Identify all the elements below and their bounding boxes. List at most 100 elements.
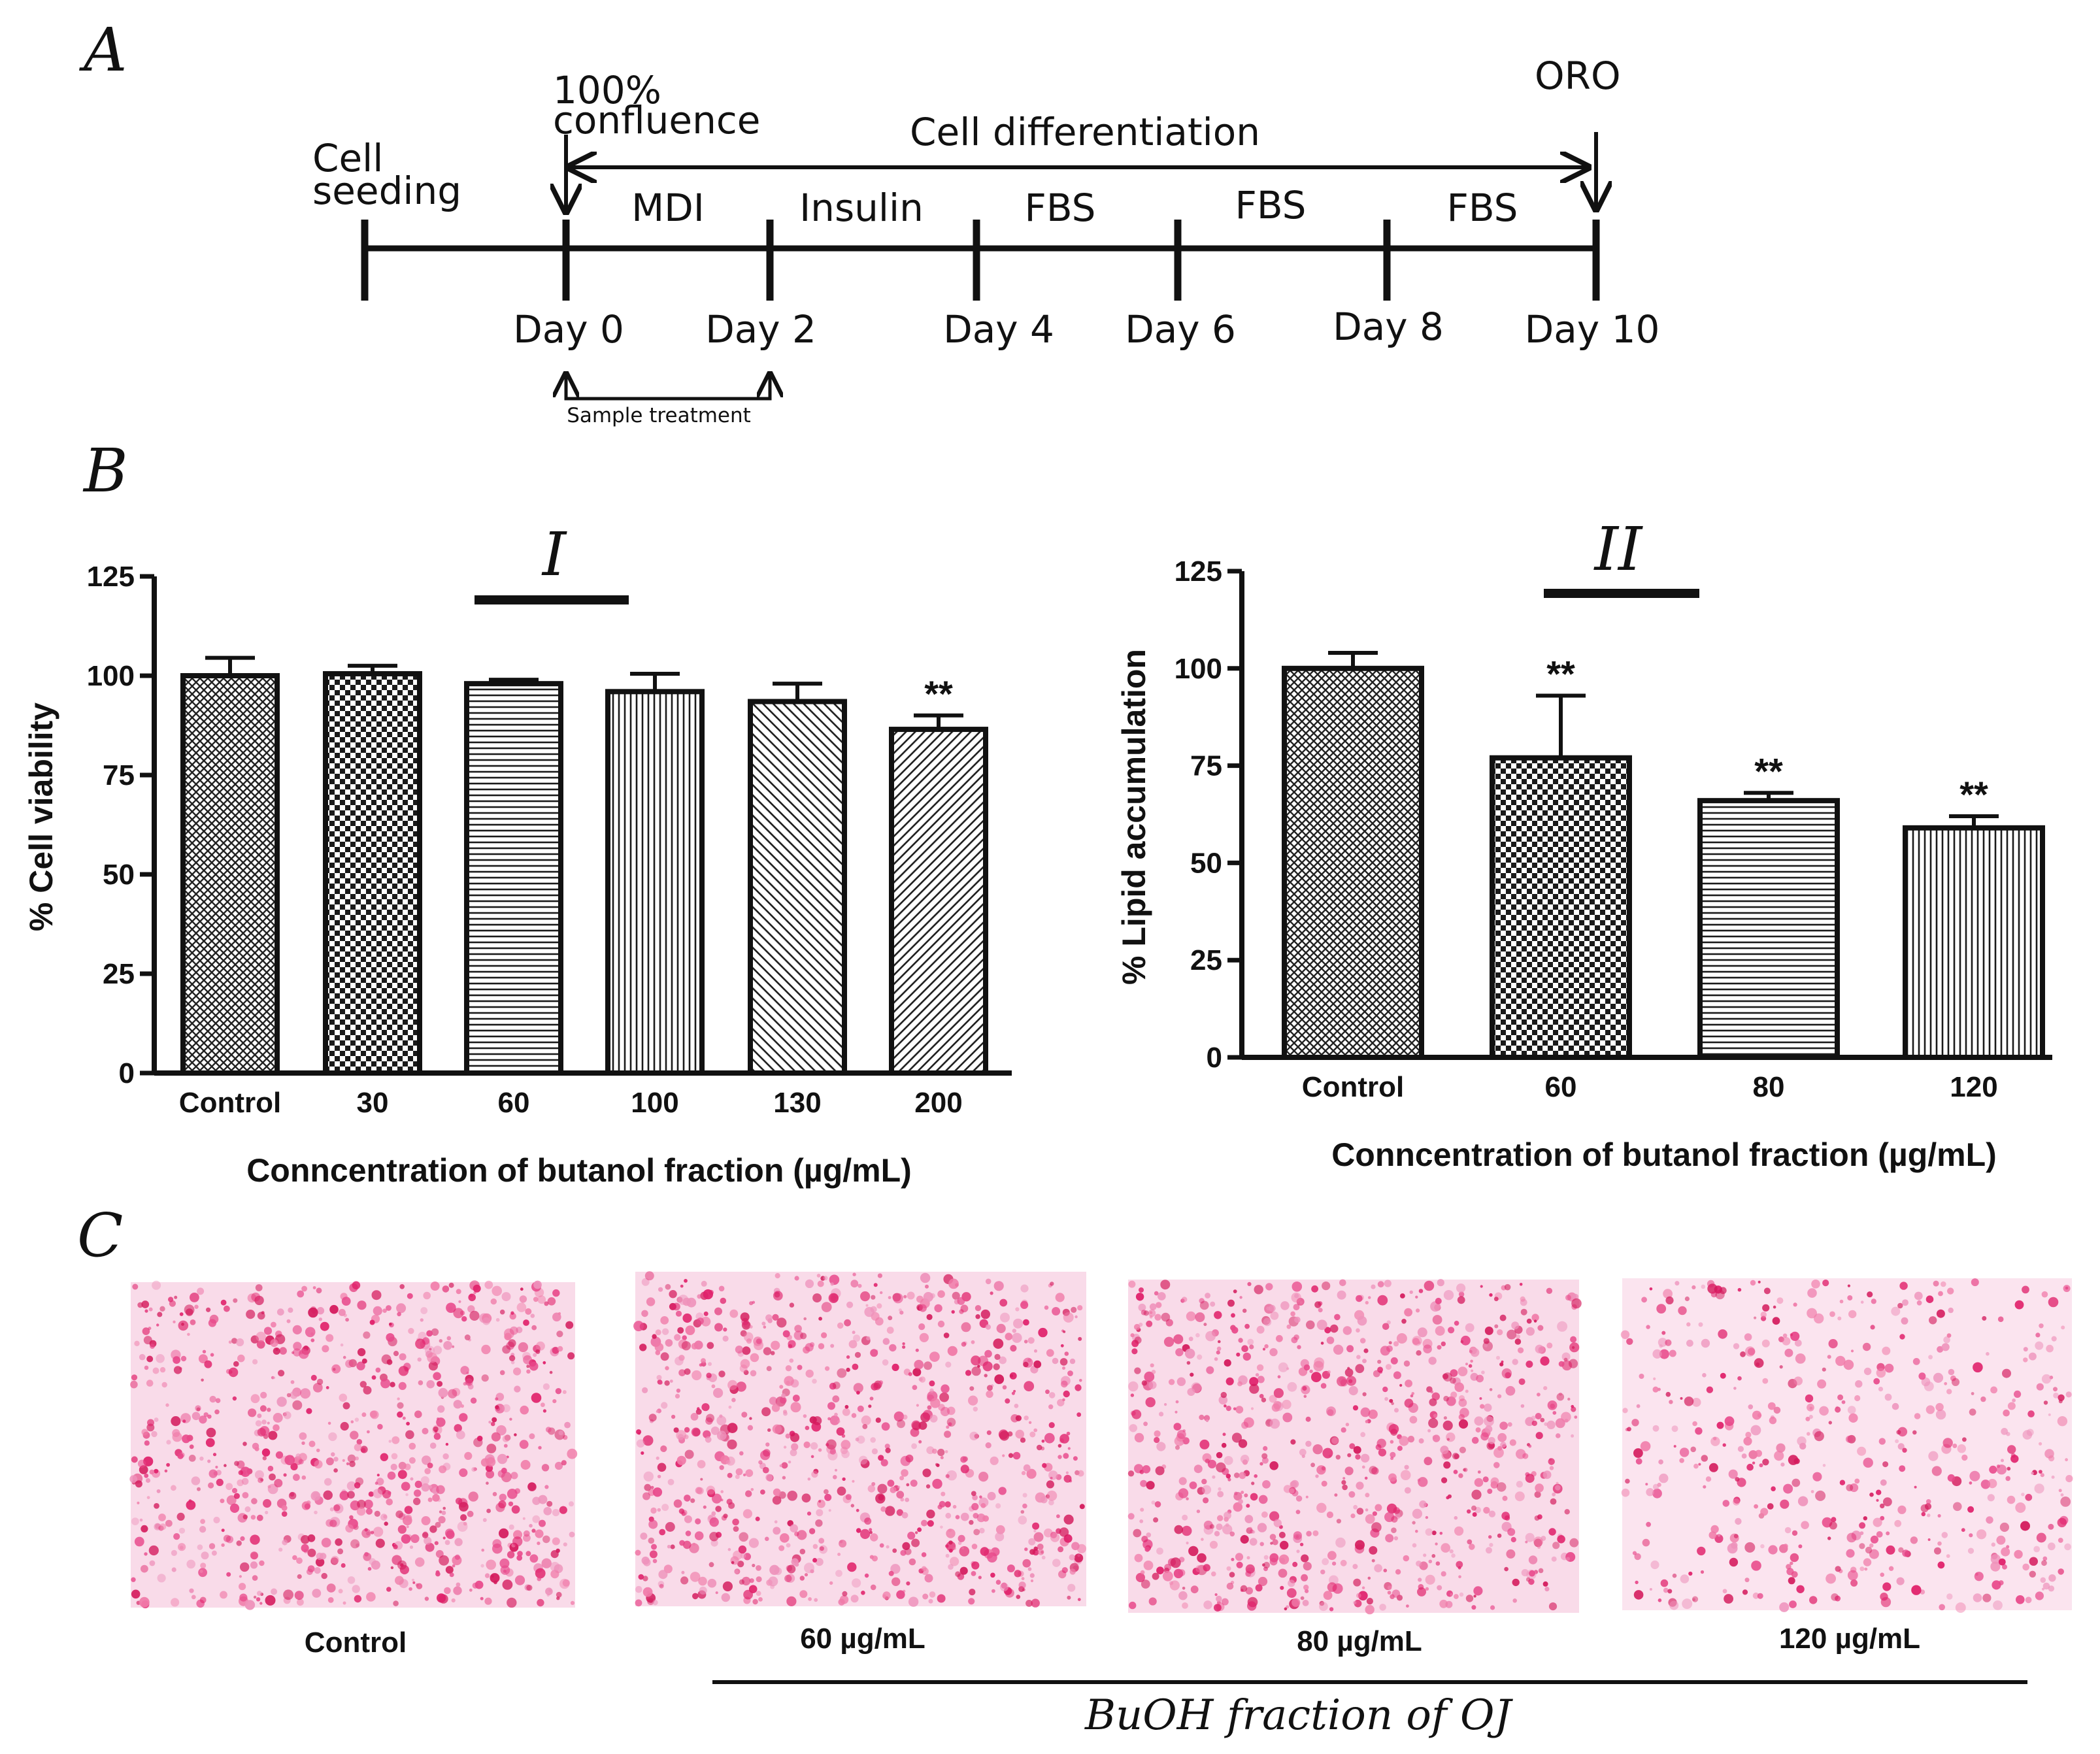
stain-dot (1393, 1536, 1399, 1541)
stain-dot (157, 1574, 166, 1583)
stain-dot (1160, 1280, 1171, 1290)
stain-dot (310, 1338, 315, 1342)
stain-dot (414, 1480, 422, 1488)
stain-dot (1684, 1397, 1694, 1406)
stain-dot (1493, 1448, 1504, 1458)
stain-dot (1996, 1535, 2006, 1545)
stain-dot (1250, 1493, 1258, 1501)
stain-dot (273, 1348, 280, 1355)
stain-dot (816, 1509, 824, 1517)
stain-dot (1386, 1320, 1391, 1325)
stain-dot (1493, 1297, 1499, 1302)
stain-dot (480, 1564, 484, 1568)
stain-dot (150, 1344, 155, 1349)
stain-dot (2023, 1357, 2028, 1363)
stain-dot (1188, 1336, 1193, 1342)
stain-dot (714, 1307, 722, 1316)
stain-dot (1750, 1425, 1761, 1436)
stain-dot (979, 1495, 982, 1498)
stain-dot (1511, 1321, 1520, 1330)
stain-dot (996, 1323, 1006, 1333)
stain-dot (427, 1463, 433, 1468)
stain-dot (709, 1532, 719, 1542)
stain-dot (1278, 1554, 1290, 1564)
panel-letter-c: C (77, 1200, 123, 1270)
stain-dot (829, 1581, 833, 1585)
stain-dot (1453, 1470, 1458, 1474)
stain-dot (1044, 1432, 1055, 1444)
stain-dot (1303, 1562, 1312, 1571)
stain-dot (173, 1533, 180, 1540)
stain-dot (333, 1468, 338, 1473)
stain-dot (1385, 1534, 1394, 1543)
stain-dot (1656, 1304, 1667, 1314)
stain-dot (1546, 1342, 1553, 1349)
stain-dot (1010, 1345, 1017, 1352)
bar (605, 689, 705, 1076)
stain-dot (899, 1476, 905, 1481)
stain-dot (256, 1591, 262, 1597)
stain-dot (690, 1572, 701, 1582)
stain-dot (1038, 1327, 1048, 1338)
stain-dot (853, 1334, 861, 1342)
stain-dot (531, 1393, 542, 1403)
stain-dot (281, 1505, 288, 1511)
stain-dot (803, 1317, 807, 1321)
stain-dot (250, 1561, 258, 1569)
stain-dot (1363, 1348, 1369, 1353)
stain-dot (331, 1364, 341, 1374)
stain-dot (922, 1468, 931, 1478)
stain-dot (453, 1308, 464, 1319)
stain-dot (784, 1574, 792, 1583)
stain-dot (697, 1317, 704, 1325)
stain-dot (428, 1485, 432, 1489)
stain-dot (408, 1587, 412, 1591)
stain-dot (415, 1583, 419, 1587)
stain-dot (1247, 1338, 1254, 1346)
stain-dot (493, 1580, 497, 1585)
stain-dot (208, 1543, 216, 1549)
stain-dot (1044, 1305, 1049, 1310)
stain-dot (357, 1300, 367, 1310)
stain-dot (469, 1588, 473, 1592)
stain-dot (347, 1454, 356, 1463)
stain-dot (1077, 1470, 1084, 1477)
stain-dot (1952, 1444, 1958, 1448)
stain-dot (430, 1282, 440, 1291)
stain-dot (900, 1497, 905, 1502)
stain-dot (714, 1323, 723, 1332)
stain-dot (331, 1555, 339, 1564)
stain-dot (919, 1332, 929, 1342)
stain-dot (837, 1368, 847, 1378)
stain-dot (1135, 1293, 1144, 1301)
stain-dot (1203, 1564, 1210, 1572)
stain-dot (1284, 1607, 1288, 1611)
stain-dot (284, 1455, 295, 1465)
stain-dot (1743, 1436, 1752, 1446)
stain-dot (1957, 1444, 1966, 1453)
stain-dot (1141, 1536, 1148, 1543)
stain-dot (257, 1428, 266, 1437)
stain-dot (1494, 1324, 1499, 1329)
stain-dot (1456, 1283, 1466, 1293)
stain-dot (2025, 1597, 2032, 1604)
stain-dot (1927, 1514, 1931, 1517)
stain-dot (968, 1395, 978, 1406)
stain-dot (848, 1340, 858, 1349)
stain-dot (1250, 1407, 1254, 1410)
stain-dot (461, 1316, 467, 1322)
stain-dot (458, 1300, 461, 1303)
stain-dot (1928, 1451, 1939, 1461)
stain-dot (1156, 1547, 1163, 1555)
stain-dot (679, 1540, 685, 1546)
stain-dot (772, 1424, 782, 1434)
stain-dot (1231, 1313, 1235, 1318)
stain-dot (995, 1580, 1001, 1585)
stain-dot (723, 1514, 728, 1519)
stain-dot (1717, 1534, 1721, 1537)
stain-dot (1372, 1511, 1377, 1516)
stain-dot (1880, 1593, 1888, 1601)
stain-dot (356, 1506, 366, 1516)
stain-dot (295, 1453, 301, 1459)
stain-dot (1063, 1312, 1074, 1323)
